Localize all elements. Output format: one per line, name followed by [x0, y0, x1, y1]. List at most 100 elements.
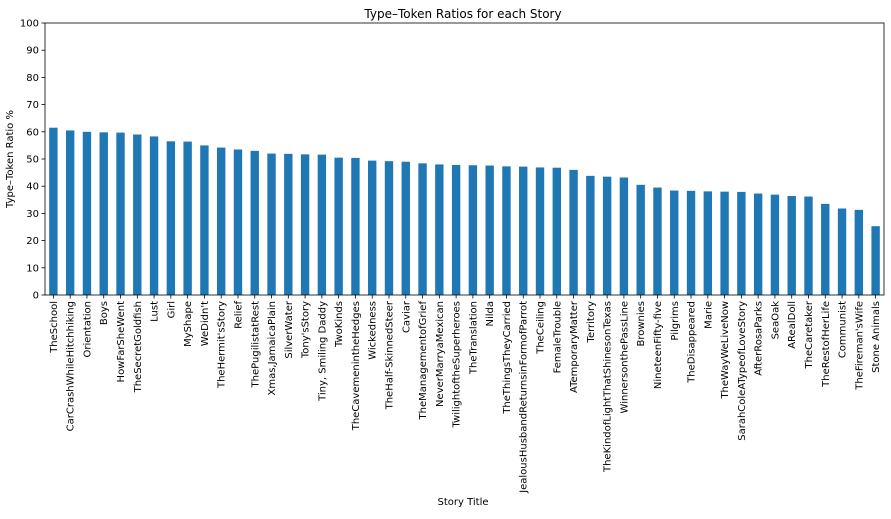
x-tick-label: Wickedness	[368, 301, 379, 360]
x-tick-label: Caviar	[401, 300, 412, 333]
x-tick-label: Tony'sStory	[301, 301, 312, 359]
bar-34	[619, 177, 629, 295]
y-axis-title: Type–Token Ratio %	[5, 110, 16, 209]
bar-46	[821, 203, 830, 295]
x-tick-label: TheFireman'sWife	[854, 301, 865, 391]
x-tick-label: TwilightoftheSuperheroes	[452, 301, 463, 428]
bar-41	[737, 191, 746, 295]
x-tick-label: TwoKinds	[334, 301, 345, 348]
x-ticks-group: TheSchool CarCrashWhileHitchhiking Orienta…	[49, 295, 882, 494]
bar-47	[837, 208, 847, 295]
bar-5	[133, 134, 142, 295]
x-tick-label: MyShape	[183, 301, 194, 347]
x-tick-label: Orientation	[82, 301, 93, 357]
bar-18	[351, 157, 360, 295]
bar-35	[636, 184, 645, 295]
y-tick-label: 90	[26, 46, 39, 57]
bar-42	[753, 193, 763, 295]
x-tick-label: SilverWater	[284, 300, 295, 359]
x-tick-label: TheKindofLightThatShinesonTexas	[603, 301, 614, 473]
bar-7	[166, 141, 176, 295]
x-tick-label: Relief	[233, 301, 244, 329]
bar-19	[368, 160, 377, 295]
x-tick-label: Boys	[99, 301, 110, 325]
bar-11	[233, 149, 243, 295]
x-tick-label: TheHalf-SkinnedSteer	[384, 300, 395, 410]
bar-17	[334, 157, 343, 295]
x-tick-label: NineteenFifty-five	[653, 301, 664, 389]
x-tick-label: Territory	[586, 301, 597, 344]
x-tick-label: Girl	[166, 301, 177, 318]
x-tick-label: Tiny, Smiling Daddy	[317, 301, 328, 402]
x-tick-label: ThePugilistatRest	[250, 301, 261, 389]
bar-38	[686, 190, 696, 295]
x-tick-label: AfterRosaParks	[754, 301, 765, 376]
bar-26	[485, 165, 494, 295]
bar-45	[804, 196, 813, 295]
bar-21	[401, 161, 410, 295]
plot-frame	[44, 22, 885, 296]
y-tick-label: 30	[26, 209, 39, 220]
x-tick-label: WeDidn't	[200, 301, 211, 346]
bar-49	[871, 226, 880, 295]
x-tick-label: HowFarSheWent	[116, 301, 127, 383]
x-tick-label: TheSchool	[49, 301, 60, 354]
x-tick-label: TheManagementofGrief	[418, 301, 429, 421]
x-tick-label: TheTranslation	[468, 301, 479, 375]
x-tick-label: Brownies	[636, 301, 647, 347]
bar-27	[502, 166, 511, 295]
x-tick-label: TheWayWeLiveNow	[720, 301, 731, 400]
x-tick-label: TheDisappeared	[687, 301, 698, 384]
x-tick-label: Lust	[150, 301, 161, 322]
x-tick-label: TheThingsTheyCarried	[502, 301, 513, 415]
x-tick-label: WinnersonthePassLine	[619, 301, 630, 413]
x-axis-title: Story Title	[437, 497, 488, 508]
bar-16	[317, 154, 327, 295]
x-tick-label: Xmas,JamaicaPlain	[267, 301, 278, 396]
y-tick-label: 50	[26, 155, 39, 166]
bar-48	[854, 209, 864, 295]
y-tick-label: 100	[20, 19, 39, 30]
bar-12	[250, 150, 259, 295]
x-tick-label: TheCeiling	[536, 301, 547, 355]
x-tick-label: SarahColeATypeofLoveStory	[737, 301, 748, 441]
bar-25	[468, 165, 478, 295]
bar-2	[82, 131, 92, 295]
bar-39	[703, 191, 713, 295]
bar-14	[284, 153, 293, 295]
x-tick-label: FemaleTrouble	[552, 301, 563, 373]
y-tick-label: 60	[26, 127, 39, 138]
y-tick-label: 70	[26, 100, 39, 111]
bar-6	[149, 136, 159, 295]
bar-32	[586, 175, 595, 295]
y-tick-label: 20	[26, 236, 39, 247]
x-tick-label: CarCrashWhileHitchhiking	[66, 301, 77, 431]
bar-24	[451, 164, 461, 295]
bar-33	[602, 176, 612, 295]
bar-40	[720, 191, 729, 295]
y-tick-label: 0	[33, 291, 39, 302]
x-tick-label: TheRestofHerLife	[821, 301, 832, 388]
x-tick-label: TheCaretaker	[804, 300, 815, 369]
bars-group	[49, 127, 880, 295]
bar-28	[519, 166, 528, 295]
bar-43	[770, 194, 780, 295]
bar-9	[200, 145, 209, 295]
x-tick-label: TheHermit'sStory	[217, 301, 228, 389]
chart-title: Type–Token Ratios for each Story	[363, 7, 561, 21]
x-tick-label: Pilgrims	[670, 301, 681, 341]
bar-4	[116, 132, 125, 295]
x-tick-label: ATemporaryMatter	[569, 300, 580, 393]
bar-29	[535, 167, 545, 295]
x-tick-label: Communist	[838, 301, 849, 358]
x-tick-label: ARealDoll	[787, 301, 798, 349]
bar-1	[65, 130, 75, 295]
bar-36	[653, 187, 662, 295]
y-tick-label: 40	[26, 182, 39, 193]
bar-44	[787, 195, 796, 295]
bar-13	[267, 153, 276, 295]
bar-15	[300, 154, 310, 295]
bar-0	[49, 127, 58, 295]
x-tick-label: TheSecretGoldfish	[133, 301, 144, 393]
